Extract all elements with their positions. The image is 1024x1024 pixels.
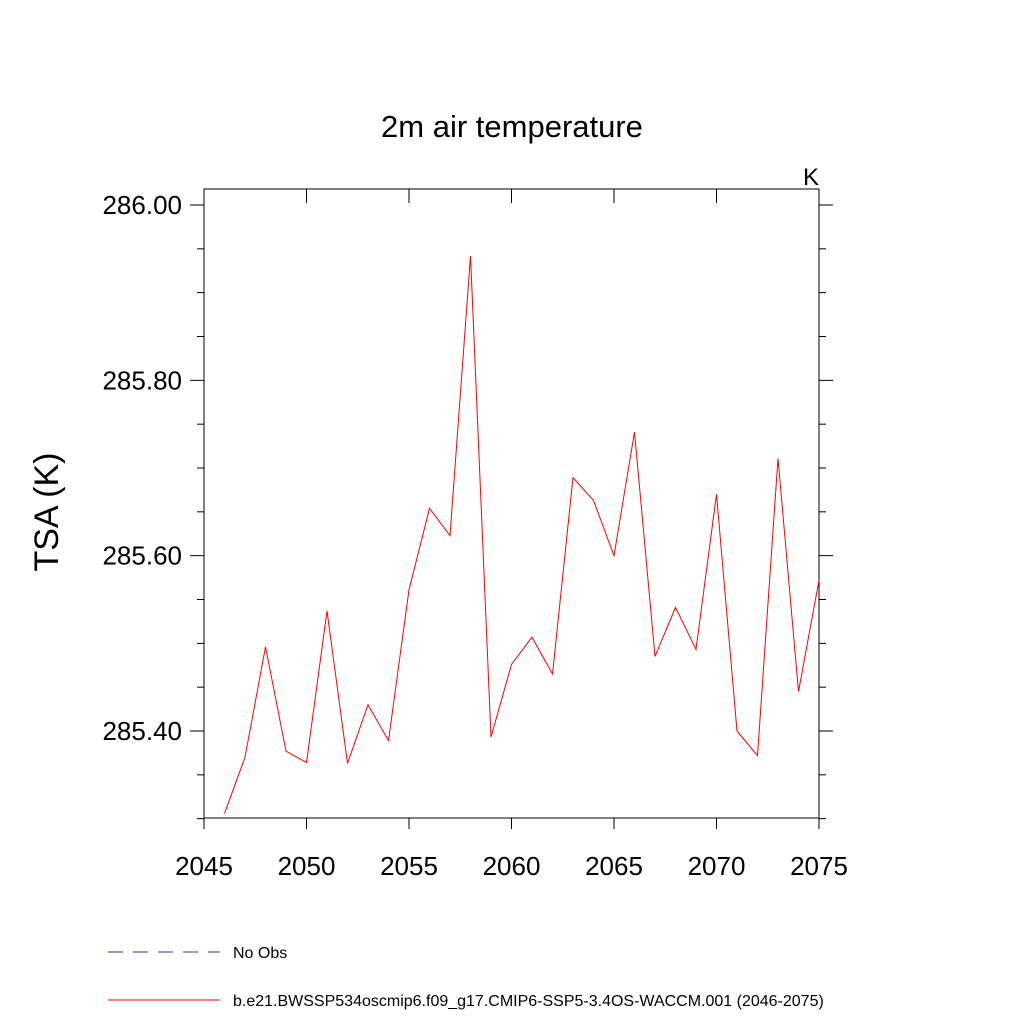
units-label: K <box>803 164 819 191</box>
series-layer <box>224 255 820 814</box>
series-line <box>224 255 820 814</box>
x-tick-label: 2075 <box>790 851 848 881</box>
ticks-layer: 2045 2050 2055 2060 2065 2070 2075 285.40 285.60… <box>102 189 848 881</box>
x-tick-label: 2055 <box>380 851 438 881</box>
y-tick-label: 285.80 <box>102 365 182 395</box>
legend: No Obs b.e21.BWSSP534oscmip6.f09_g17.CMIP… <box>108 945 824 1010</box>
y-tick-label: 285.60 <box>102 541 182 571</box>
legend-label: No Obs <box>233 945 287 962</box>
y-tick-label: 285.40 <box>102 716 182 746</box>
plot-frame <box>203 188 820 819</box>
x-tick-label: 2065 <box>585 851 643 881</box>
y-axis-label: TSA (K) <box>28 452 66 571</box>
y-tick-label: 286.00 <box>102 190 182 220</box>
legend-label: b.e21.BWSSP534oscmip6.f09_g17.CMIP6-SSP5… <box>233 993 824 1010</box>
x-tick-label: 2070 <box>688 851 746 881</box>
chart-title: 2m air temperature <box>381 109 643 144</box>
x-tick-label: 2050 <box>278 851 336 881</box>
x-tick-label: 2060 <box>483 851 541 881</box>
x-tick-label: 2045 <box>175 851 233 881</box>
